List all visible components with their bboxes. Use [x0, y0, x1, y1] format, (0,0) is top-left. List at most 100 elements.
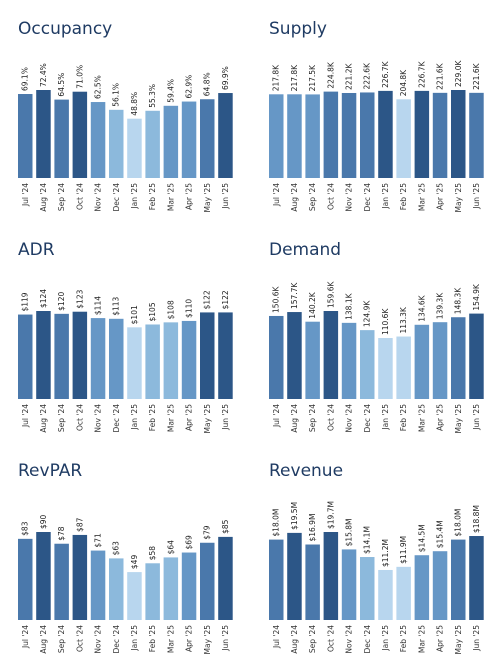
- revenue-data-label: $18.0M: [272, 509, 281, 537]
- occupancy-data-label: 69.9%: [221, 66, 230, 90]
- supply-bar: [414, 90, 430, 178]
- occupancy-tick-label: Aug '24: [39, 183, 48, 212]
- demand-bar: [323, 311, 339, 399]
- revenue-data-label: $18.8M: [472, 505, 481, 533]
- demand-data-label: 134.6K: [417, 294, 426, 321]
- supply-data-label: 217.8K: [272, 64, 281, 91]
- supply-tick-label: Oct '24: [326, 183, 335, 210]
- revpar-data-label: $69: [185, 535, 194, 550]
- adr-bar: [127, 327, 142, 399]
- adr-tick-label: Mar '25: [166, 404, 175, 432]
- supply-tick-label: Mar '25: [417, 183, 426, 211]
- supply-bar: [287, 94, 302, 178]
- chart-revpar: RevPAR $83 Jul '24 $90 Aug '24 $78 Sep '24 $87 O…: [18, 461, 233, 655]
- adr-data-label: $114: [94, 296, 103, 315]
- supply-tick-label: Jun '25: [472, 183, 481, 210]
- demand-data-label: 157.7K: [290, 282, 299, 309]
- revpar-tick-label: Sep '24: [57, 625, 66, 653]
- revenue-tick-label: Nov '24: [345, 625, 354, 654]
- demand-data-label: 150.6K: [272, 285, 281, 312]
- demand-tick-label: Nov '24: [345, 404, 354, 433]
- adr-bar: [200, 312, 215, 399]
- revenue-tick-label: Sep '24: [308, 625, 317, 653]
- supply-bar: [378, 90, 393, 178]
- supply-data-label: 226.7K: [417, 60, 426, 87]
- revpar-data-label: $90: [39, 514, 48, 529]
- demand-bar: [360, 330, 375, 399]
- demand-tick-label: Jan '25: [381, 404, 390, 431]
- demand-data-label: 159.6K: [326, 281, 335, 308]
- demand-bar: [414, 324, 430, 399]
- adr-tick-label: Oct '24: [75, 404, 84, 431]
- chart-revenue: Revenue $18.0M Jul '24 $19.5M Aug '24 $16.9M S…: [269, 461, 484, 655]
- occupancy-bar: [72, 91, 88, 178]
- occupancy-tick-label: May '25: [203, 183, 212, 213]
- supply-tick-label: Jan '25: [381, 183, 390, 210]
- revenue-data-label: $11.2M: [381, 539, 390, 567]
- demand-bar: [341, 322, 357, 399]
- supply-tick-label: May '25: [454, 183, 463, 213]
- adr-title: ADR: [18, 240, 55, 260]
- adr-data-label: $105: [148, 302, 157, 321]
- revenue-tick-label: Apr '25: [436, 625, 445, 652]
- revpar-data-label: $87: [75, 517, 84, 532]
- revenue-data-label: $19.5M: [290, 502, 299, 530]
- occupancy-data-label: 71.0%: [75, 65, 84, 89]
- demand-tick-label: Aug '24: [290, 404, 299, 433]
- occupancy-title: Occupancy: [18, 19, 112, 39]
- revenue-bar: [414, 555, 430, 620]
- demand-tick-label: Dec '24: [363, 404, 372, 433]
- occupancy-tick-label: Nov '24: [94, 183, 103, 212]
- supply-tick-label: Jul '24: [272, 183, 281, 207]
- adr-data-label: $113: [112, 296, 121, 315]
- adr-tick-label: Aug '24: [39, 404, 48, 433]
- demand-data-label: 113.3K: [399, 306, 408, 333]
- adr-bar: [36, 311, 51, 399]
- demand-bar: [305, 321, 320, 399]
- revenue-tick-label: Jul '24: [272, 625, 281, 649]
- revpar-data-label: $63: [112, 541, 121, 556]
- adr-tick-label: May '25: [203, 404, 212, 434]
- revpar-tick-label: Nov '24: [94, 625, 103, 654]
- occupancy-bar: [54, 99, 69, 178]
- revenue-title: Revenue: [269, 461, 343, 481]
- revpar-data-label: $85: [221, 519, 230, 534]
- demand-bar: [287, 312, 302, 399]
- revpar-tick-label: May '25: [203, 625, 212, 655]
- occupancy-data-label: 69.1%: [21, 67, 30, 91]
- demand-data-label: 138.1K: [345, 292, 354, 319]
- revenue-tick-label: Dec '24: [363, 625, 372, 654]
- revenue-data-label: $11.9M: [399, 536, 408, 564]
- adr-tick-label: Dec '24: [112, 404, 121, 433]
- revenue-bar: [378, 569, 393, 620]
- occupancy-data-label: 62.9%: [185, 75, 194, 99]
- demand-data-label: 124.9K: [363, 300, 372, 327]
- revenue-data-label: $15.4M: [436, 520, 445, 548]
- supply-data-label: 217.8K: [290, 64, 299, 91]
- occupancy-bar: [163, 105, 179, 178]
- revpar-tick-label: Jan '25: [130, 625, 139, 652]
- revpar-data-label: $79: [203, 525, 212, 540]
- supply-data-label: 226.7K: [381, 60, 390, 87]
- demand-data-label: 154.9K: [472, 283, 481, 310]
- revenue-tick-label: Jan '25: [381, 625, 390, 652]
- demand-tick-label: Apr '25: [436, 404, 445, 431]
- supply-bar: [432, 92, 448, 178]
- revpar-tick-label: Jul '24: [21, 625, 30, 649]
- occupancy-tick-label: Jun '25: [221, 183, 230, 210]
- demand-tick-label: Feb '25: [399, 404, 408, 431]
- supply-data-label: 221.6K: [472, 62, 481, 89]
- demand-bar: [469, 313, 484, 399]
- occupancy-bar: [218, 93, 233, 178]
- occupancy-data-label: 64.5%: [57, 73, 66, 97]
- revpar-tick-label: Feb '25: [148, 625, 157, 652]
- chart-supply: Supply 217.8K Jul '24 217.8K Aug '24 217.5K Se…: [269, 19, 484, 213]
- revpar-tick-label: Jun '25: [221, 625, 230, 652]
- adr-tick-label: Jun '25: [221, 404, 230, 431]
- revpar-data-label: $64: [166, 540, 175, 555]
- revenue-data-label: $14.1M: [363, 526, 372, 554]
- occupancy-tick-label: Feb '25: [148, 183, 157, 210]
- demand-data-label: 148.3K: [454, 287, 463, 314]
- adr-bar: [145, 324, 160, 399]
- revpar-tick-label: Dec '24: [112, 625, 121, 654]
